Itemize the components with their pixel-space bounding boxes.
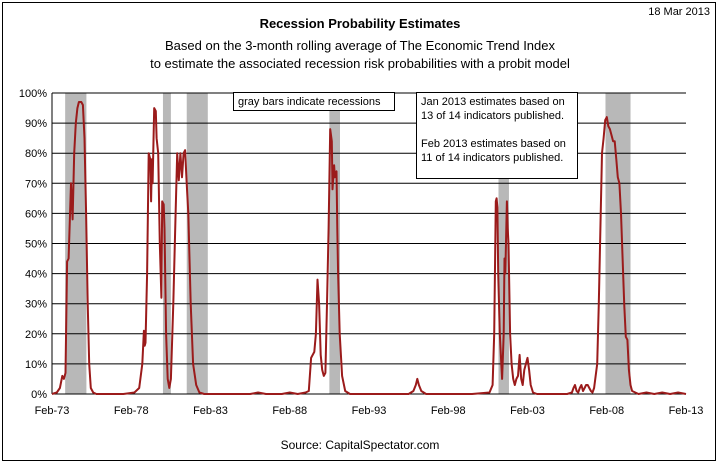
y-tick-label: 20% [25, 329, 47, 341]
estimates-note-box: Jan 2013 estimates based on 13 of 14 ind… [416, 92, 578, 179]
series-lines [51, 101, 687, 395]
x-tick-label: Feb-13 [669, 405, 704, 417]
recession-note-text: gray bars indicate recessions [238, 96, 381, 108]
y-tick-label: 50% [25, 239, 47, 251]
x-tick-label: Feb-83 [193, 405, 228, 417]
estimate-note-jan: Jan 2013 estimates based on 13 of 14 ind… [421, 96, 565, 122]
x-tick-label: Feb-98 [431, 405, 466, 417]
y-tick-label: 80% [25, 148, 47, 160]
x-tick-label: Feb-78 [114, 405, 149, 417]
source-credit: Source: CapitalSpectator.com [280, 438, 440, 452]
y-tick-label: 40% [25, 269, 47, 281]
grid-lines [52, 92, 686, 365]
recession-note-box: gray bars indicate recessions [233, 92, 395, 111]
y-tick-labels: 0% 10% 20% 30% 40% 50% 60% 70% 80% 90% 100% [19, 88, 47, 401]
x-tick-label: Feb-73 [35, 405, 70, 417]
chart-frame [2, 2, 716, 461]
estimate-note-feb: Feb 2013 estimates based on 11 of 14 ind… [421, 138, 566, 164]
x-tick-labels: Feb-73 Feb-78 Feb-83 Feb-88 Feb-93 Feb-98 Feb-… [35, 405, 704, 417]
y-tick-label: 60% [25, 208, 47, 220]
series-line-1 [51, 101, 687, 395]
y-tick-label: 70% [25, 178, 47, 190]
chart-subtitle-line-1: Based on the 3-month rolling average of … [165, 38, 555, 53]
date-stamp: 18 Mar 2013 [648, 6, 710, 18]
y-tick-label: 0% [31, 389, 47, 401]
y-tick-label: 100% [19, 88, 47, 100]
y-tick-label: 90% [25, 118, 47, 130]
y-tick-label: 10% [25, 359, 47, 371]
chart-subtitle-line-2: to estimate the associated recession ris… [150, 56, 570, 71]
chart-title: Recession Probability Estimates [259, 16, 461, 31]
x-tick-label: Feb-88 [272, 405, 307, 417]
x-tick-label: Feb-93 [352, 405, 387, 417]
y-tick-label: 30% [25, 299, 47, 311]
x-tick-label: Feb-03 [510, 405, 545, 417]
x-tick-label: Feb-08 [589, 405, 624, 417]
